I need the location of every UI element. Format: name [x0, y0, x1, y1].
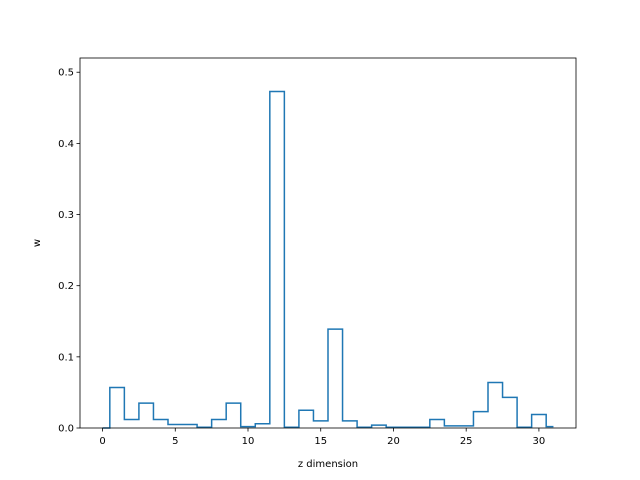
y-tick-label: 0.0 — [58, 424, 74, 435]
plot-frame — [79, 57, 577, 429]
series-step-line — [102, 90, 554, 429]
x-tick-label: 10 — [242, 436, 255, 447]
y-axis-ticks: 0.0 0.1 0.2 0.3 0.4 0.5 — [58, 68, 80, 435]
y-tick-label: 0.3 — [58, 210, 74, 221]
y-tick-label: 0.4 — [58, 139, 74, 150]
y-axis-label: w — [32, 239, 43, 247]
y-tick-label: 0.1 — [58, 352, 74, 363]
x-tick-label: 5 — [172, 436, 178, 447]
x-tick-label: 25 — [460, 436, 473, 447]
x-tick-label: 20 — [387, 436, 400, 447]
x-tick-label: 30 — [533, 436, 546, 447]
x-tick-label: 0 — [99, 436, 105, 447]
x-axis-ticks: 0 5 10 15 20 25 30 — [99, 428, 545, 447]
y-tick-label: 0.2 — [58, 281, 74, 292]
y-tick-label: 0.5 — [58, 68, 74, 79]
x-tick-label: 15 — [314, 436, 327, 447]
x-axis-label: z dimension — [298, 459, 358, 470]
